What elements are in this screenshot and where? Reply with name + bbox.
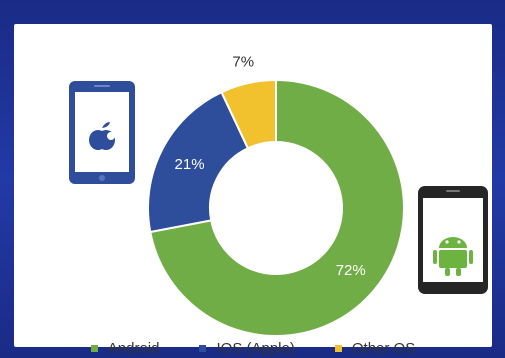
legend-swatch-other-os [334, 345, 342, 352]
value-label-android: 72% [336, 262, 366, 279]
legend-item-other-os: Other OS [334, 340, 416, 357]
legend-swatch-ios [199, 345, 207, 352]
slice-android [149, 78, 405, 337]
android-phone-icon [418, 186, 488, 294]
donut-chart: 72% 21% 7% [69, 54, 488, 337]
legend-item-ios: IOS (Apple) [199, 340, 295, 357]
slice-ios [147, 90, 250, 234]
value-label-ios: 21% [175, 156, 205, 173]
legend-label-android: Android [107, 340, 160, 357]
legend-item-android: Android [90, 340, 160, 357]
legend-swatch-android [90, 345, 98, 352]
donut-slices [147, 78, 405, 337]
chart-panel: 72% 21% 7% Android IOS (Apple) Other OS [14, 24, 492, 357]
value-label-other-os: 7% [232, 54, 254, 71]
apple-phone-icon [69, 81, 135, 184]
legend-label-other-os: Other OS [351, 340, 416, 357]
chart-legend: Android IOS (Apple) Other OS [14, 340, 492, 357]
slice-other-os [220, 78, 277, 150]
legend-label-ios: IOS (Apple) [216, 340, 295, 357]
donut-value-labels: 72% 21% 7% [175, 54, 366, 279]
